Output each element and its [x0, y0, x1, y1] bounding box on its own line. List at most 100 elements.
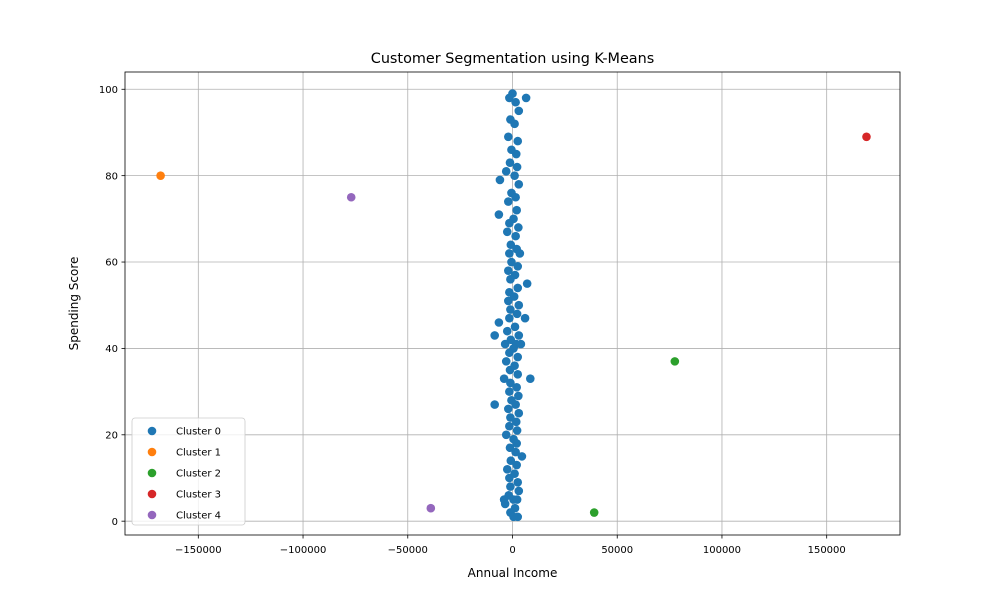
data-point — [511, 447, 520, 457]
legend-marker — [147, 468, 157, 478]
x-tick-label: −150000 — [175, 545, 222, 556]
data-point — [504, 132, 513, 142]
data-point — [501, 430, 511, 440]
data-point — [512, 426, 522, 435]
data-point — [506, 378, 515, 388]
data-point — [512, 382, 521, 392]
data-point — [506, 240, 516, 250]
data-point — [512, 439, 521, 448]
data-point — [504, 197, 513, 206]
data-point — [515, 249, 525, 258]
series-cluster-0 — [490, 89, 535, 522]
data-point — [507, 257, 516, 267]
data-point — [502, 227, 512, 237]
data-point — [513, 370, 523, 379]
data-point — [490, 331, 499, 340]
data-point — [670, 357, 680, 366]
data-point — [500, 339, 510, 349]
data-point — [502, 326, 512, 336]
chart-title: Customer Segmentation using K-Means — [371, 51, 654, 67]
data-point — [504, 404, 513, 414]
legend-label: Cluster 1 — [176, 448, 221, 459]
data-point — [505, 348, 514, 358]
data-point — [862, 132, 871, 142]
data-point — [513, 262, 523, 271]
data-point — [509, 292, 519, 301]
data-point — [514, 223, 523, 232]
x-tick-label: 50000 — [601, 545, 633, 556]
series-cluster-4 — [346, 192, 436, 513]
data-point — [509, 512, 518, 522]
legend-label: Cluster 3 — [176, 490, 221, 501]
data-point — [513, 136, 523, 146]
x-tick-label: −100000 — [280, 545, 327, 556]
data-point — [510, 322, 520, 332]
data-point — [501, 167, 511, 176]
data-point — [505, 365, 515, 375]
data-point — [516, 339, 526, 349]
data-point — [513, 478, 523, 487]
series-cluster-2 — [589, 357, 680, 517]
y-tick-label: 80 — [105, 171, 118, 182]
data-point — [505, 93, 514, 103]
legend-marker — [147, 447, 157, 457]
data-point — [501, 357, 511, 366]
data-point — [506, 456, 516, 466]
data-point — [512, 162, 522, 172]
data-point — [512, 495, 522, 504]
data-point — [506, 275, 515, 284]
data-point — [511, 192, 520, 202]
series-cluster-3 — [862, 132, 871, 142]
legend: Cluster 0 Cluster 1 Cluster 2 Cluster 3 Clus… — [131, 417, 246, 526]
legend-marker — [147, 510, 157, 520]
data-point — [505, 313, 514, 323]
y-tick-label: 0 — [112, 517, 118, 528]
x-tick-label: −50000 — [388, 545, 428, 556]
data-point — [505, 387, 514, 396]
data-point — [426, 503, 436, 513]
x-tick-label: 0 — [509, 545, 515, 556]
y-tick-label: 60 — [105, 258, 118, 269]
y-axis-label: Spending Score — [67, 257, 81, 351]
data-point — [511, 97, 520, 107]
legend-box — [131, 417, 246, 526]
y-tick-label: 20 — [105, 430, 118, 441]
data-point — [513, 283, 523, 293]
data-point — [505, 218, 514, 228]
ticks-layer: −150000 −100000 −50000 0 50000 100000 150000 0 2… — [99, 85, 846, 556]
data-point — [514, 106, 524, 116]
x-axis-label: Annual Income — [468, 566, 558, 580]
series-cluster-1 — [156, 171, 165, 180]
legend-label: Cluster 4 — [176, 511, 221, 522]
data-point — [156, 171, 165, 180]
data-point — [494, 318, 504, 327]
x-tick-label: 150000 — [808, 545, 846, 556]
data-point — [510, 119, 519, 129]
data-point — [512, 460, 521, 470]
points-layer — [156, 89, 871, 522]
data-point — [505, 473, 514, 483]
data-point — [520, 313, 530, 323]
data-point — [512, 205, 521, 215]
data-point — [514, 300, 524, 310]
data-point — [521, 93, 531, 103]
data-point — [510, 171, 519, 180]
data-point — [506, 413, 515, 422]
data-point — [526, 374, 535, 383]
data-point — [514, 179, 524, 189]
data-point — [513, 352, 523, 362]
data-point — [517, 452, 527, 461]
data-point — [514, 408, 524, 418]
legend-label: Cluster 0 — [176, 427, 221, 438]
legend-marker — [147, 426, 157, 436]
y-tick-label: 100 — [99, 85, 118, 96]
data-point — [494, 210, 504, 219]
data-point — [514, 331, 524, 340]
data-point — [522, 279, 532, 288]
data-point — [504, 266, 513, 275]
data-point — [511, 149, 521, 159]
data-point — [506, 305, 515, 314]
data-point — [514, 486, 524, 496]
